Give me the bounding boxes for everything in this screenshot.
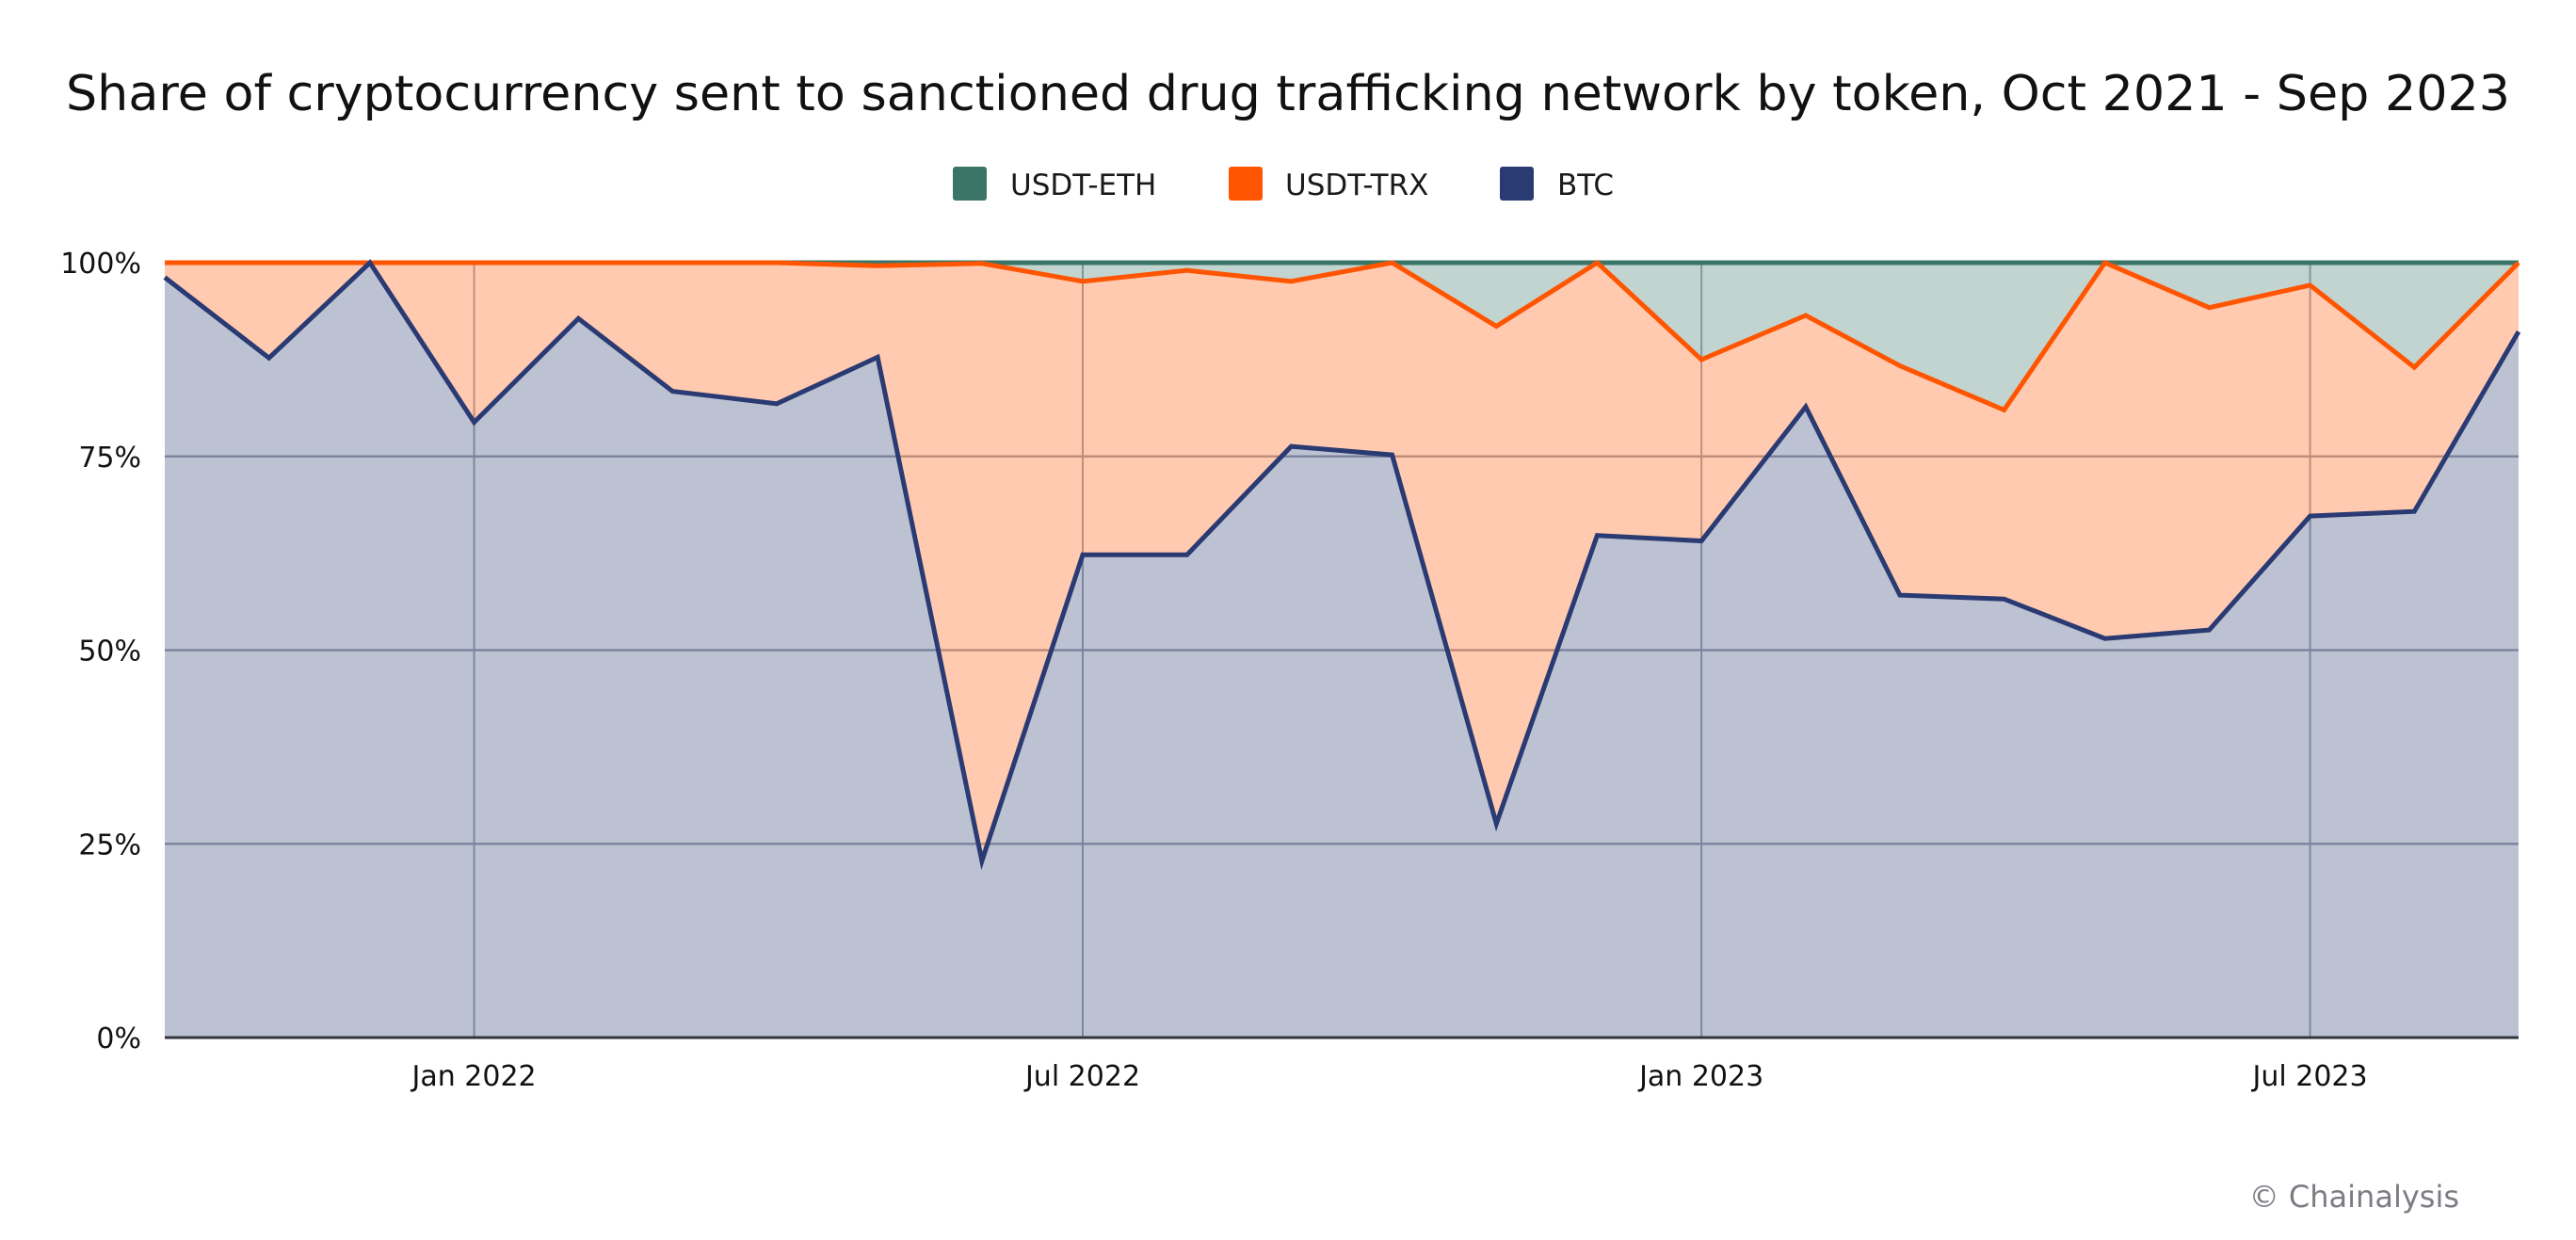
y-tick-label: 0%: [96, 1023, 141, 1055]
x-tick-label: Jan 2023: [1637, 1060, 1763, 1093]
legend-swatch-btc: [1500, 167, 1534, 201]
x-tick-label: Jan 2022: [411, 1060, 537, 1093]
legend-label-usdt-trx: USDT-TRX: [1285, 169, 1428, 202]
area-usdt-eth: [165, 263, 2519, 411]
area-btc: [165, 263, 2519, 1038]
y-tick-label: 25%: [78, 829, 141, 862]
chart-title: Share of cryptocurrency sent to sanction…: [66, 66, 2510, 122]
series-areas: [165, 263, 2519, 1038]
legend: USDT-ETH USDT-TRX BTC: [953, 167, 1614, 202]
legend-swatch-usdt-eth: [953, 167, 987, 201]
legend-label-usdt-eth: USDT-ETH: [1010, 169, 1156, 202]
y-tick-label: 75%: [78, 442, 141, 475]
legend-item-usdt-eth[interactable]: USDT-ETH: [953, 167, 1156, 202]
legend-item-btc[interactable]: BTC: [1500, 167, 1614, 202]
series-lines: [163, 259, 2521, 871]
legend-item-usdt-trx[interactable]: USDT-TRX: [1229, 167, 1428, 202]
x-tick-label: Jul 2023: [2251, 1060, 2368, 1093]
legend-label-btc: BTC: [1557, 169, 1614, 202]
x-axis-ticks: Jan 2022 Jul 2022 Jan 2023 Jul 2023: [411, 1060, 2368, 1093]
x-tick-label: Jul 2022: [1023, 1060, 1140, 1093]
y-tick-label: 50%: [78, 636, 141, 668]
line-usdt-trx: [165, 259, 2520, 413]
y-tick-label: 100%: [60, 248, 141, 281]
legend-swatch-usdt-trx: [1229, 167, 1263, 201]
y-axis-ticks: 0% 25% 50% 75% 100%: [60, 248, 141, 1055]
footer-credit: © Chainalysis: [2249, 1179, 2459, 1215]
area-usdt-trx: [165, 263, 2519, 862]
line-btc: [163, 259, 2521, 871]
